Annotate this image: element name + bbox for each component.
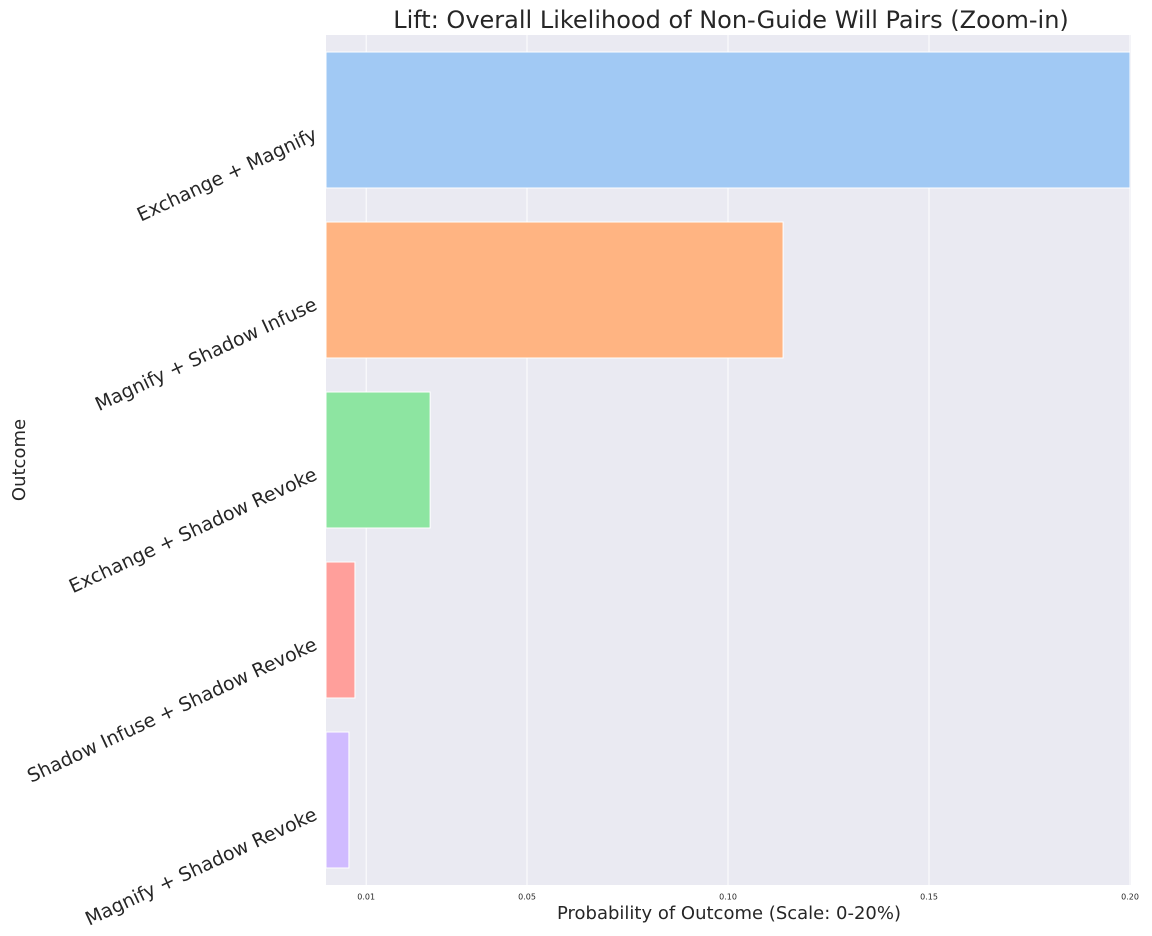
x-tick-label: 0.15 <box>920 893 938 902</box>
chart-title: Lift: Overall Likelihood of Non-Guide Wi… <box>393 6 1069 34</box>
x-axis-label: Probability of Outcome (Scale: 0-20%) <box>557 903 901 924</box>
y-axis-label: Outcome <box>9 419 30 501</box>
bar <box>326 561 356 699</box>
y-tick-label: Shadow Infuse + Shadow Revoke <box>24 634 321 788</box>
y-tick-label: Exchange + Shadow Revoke <box>66 464 321 598</box>
x-tick-label: 0.01 <box>357 893 375 902</box>
bar <box>326 51 1131 189</box>
bar <box>326 221 784 359</box>
y-tick-label: Exchange + Magnify <box>134 124 321 227</box>
x-tick-label: 0.20 <box>1121 893 1139 902</box>
bar <box>326 731 350 869</box>
x-tick-label: 0.10 <box>719 893 737 902</box>
bar <box>326 391 431 529</box>
x-tick-label: 0.05 <box>518 893 536 902</box>
y-tick-label: Magnify + Shadow Revoke <box>82 804 321 931</box>
y-tick-label: Magnify + Shadow Infuse <box>92 294 321 416</box>
